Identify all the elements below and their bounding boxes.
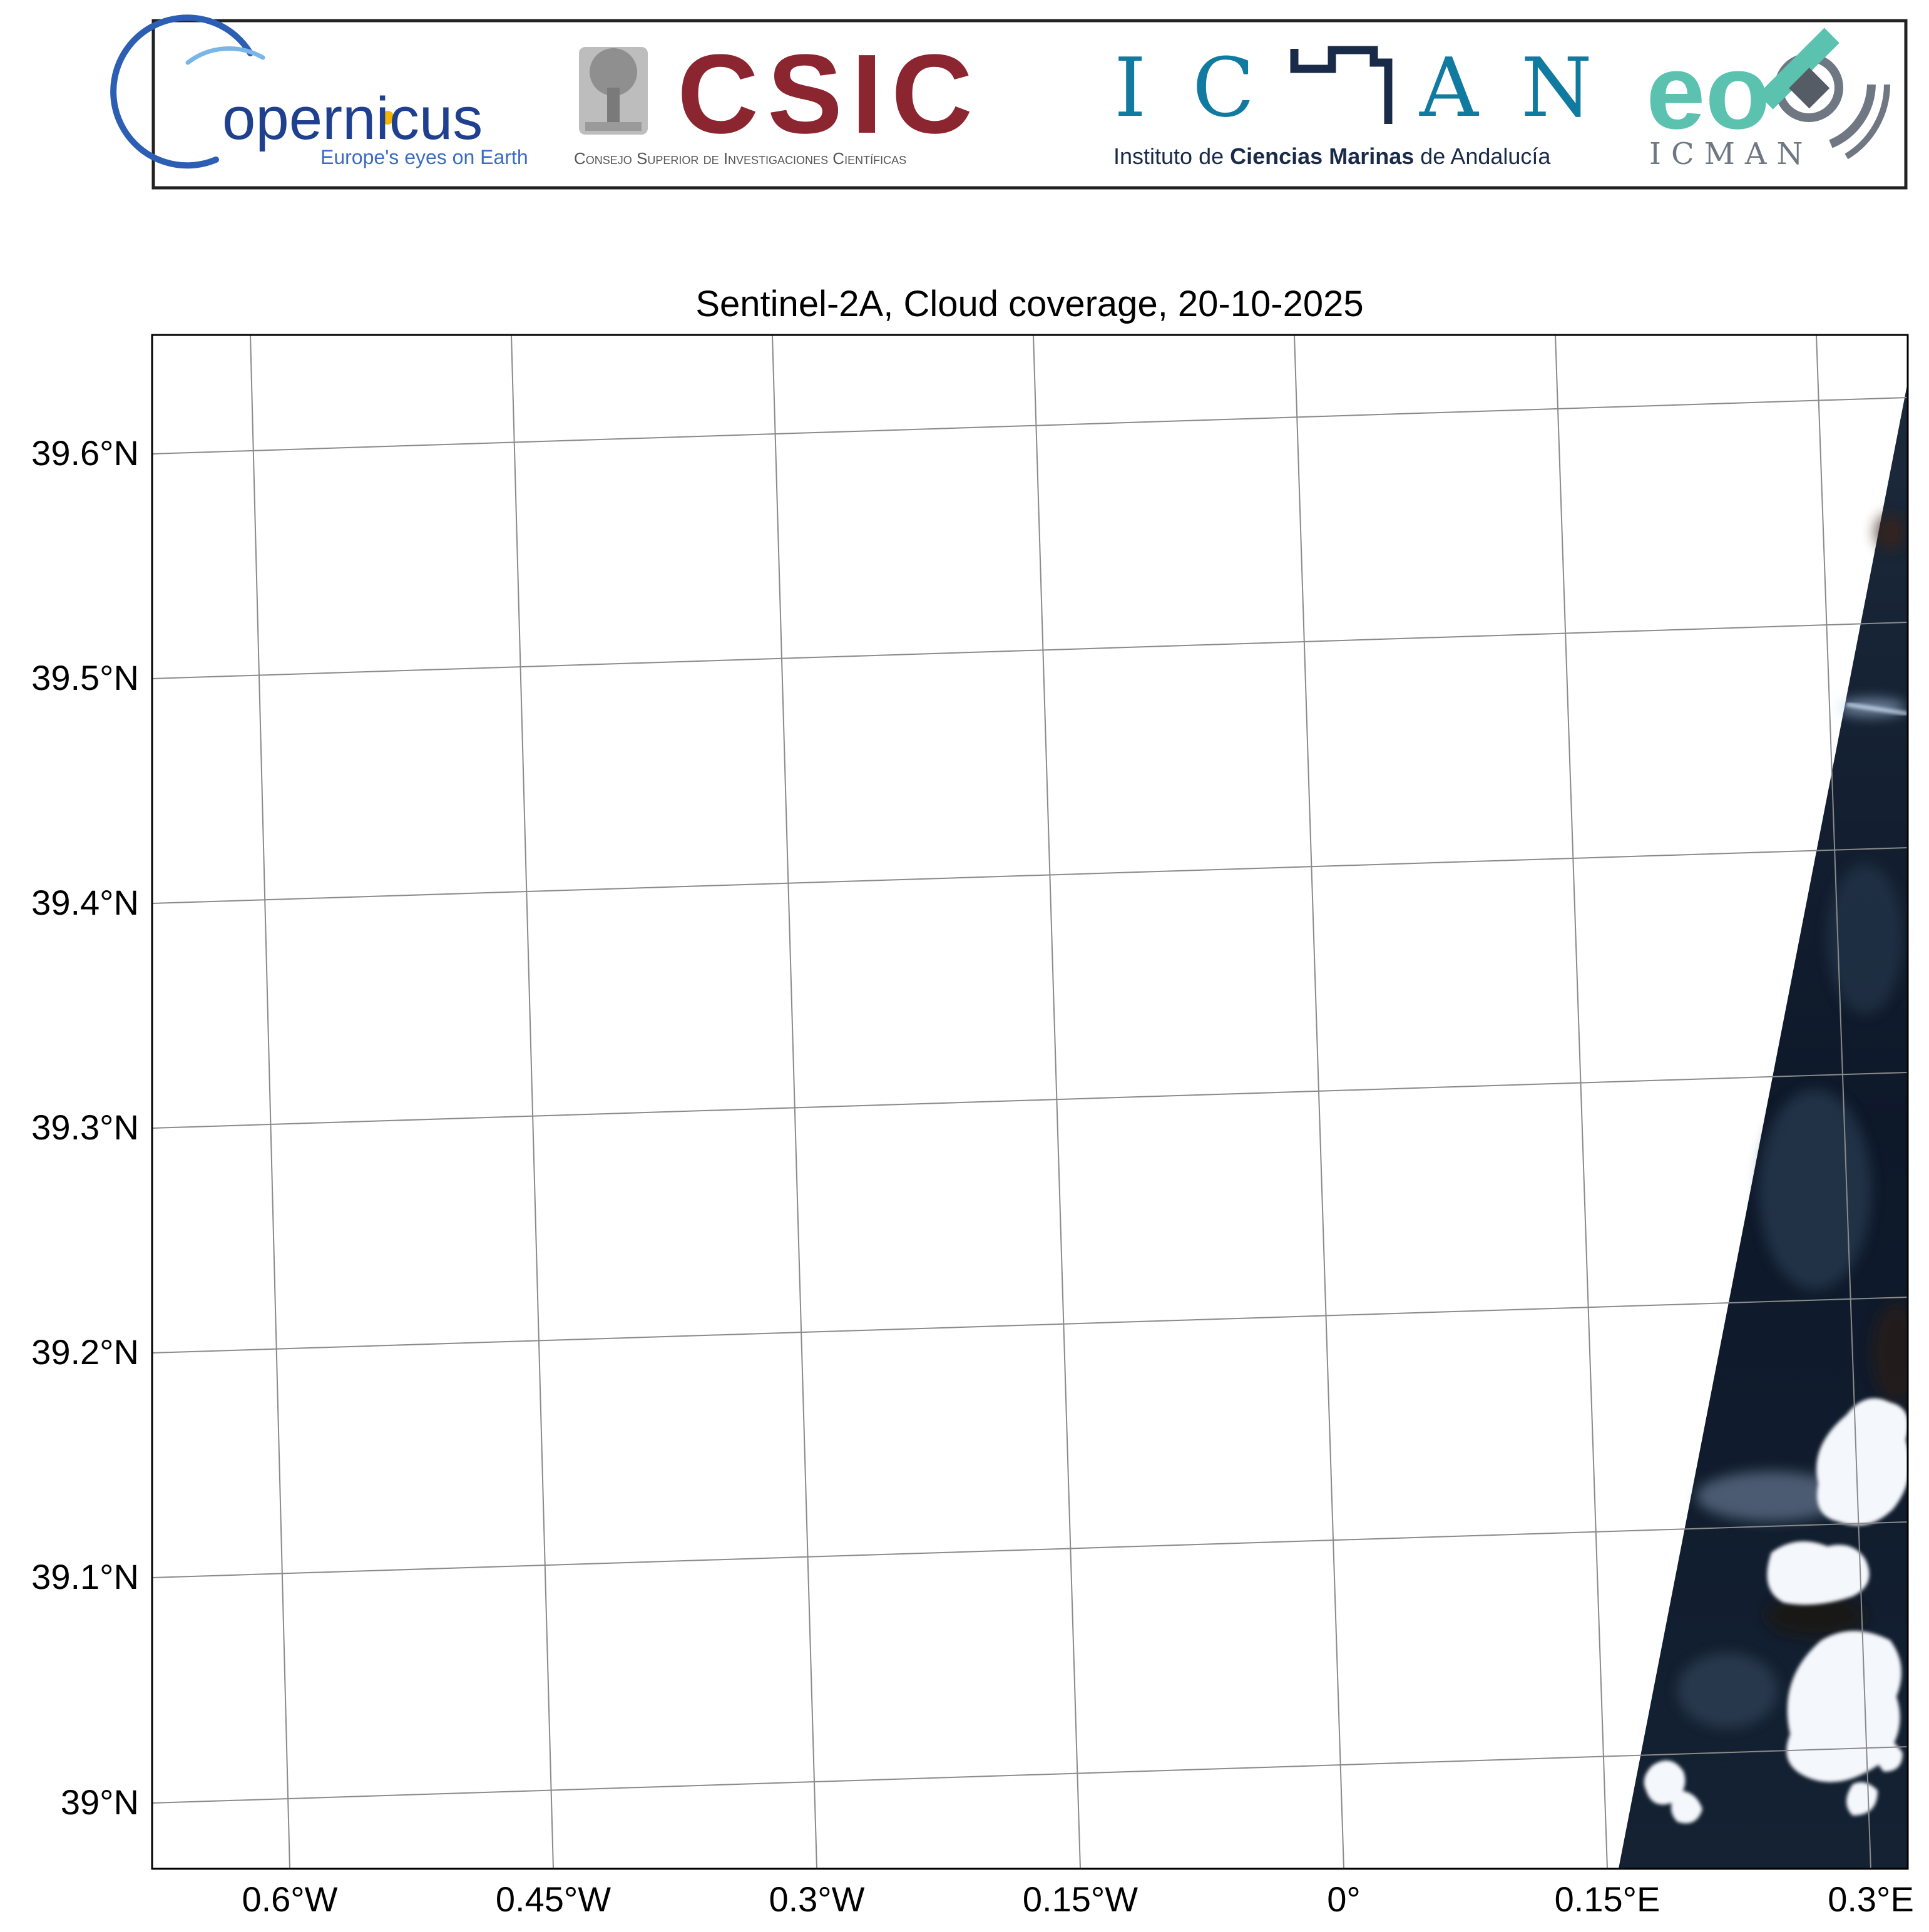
lat-tick-label: 39°N [61, 1782, 139, 1822]
graticule [152, 335, 1908, 1869]
lon-tick-label: 0.15°W [1023, 1879, 1138, 1919]
lat-tick-label: 39.2°N [31, 1332, 139, 1372]
lon-tick-label: 0° [1327, 1879, 1361, 1919]
icman-letter-c: C [1192, 40, 1254, 135]
lat-tick-label: 39.3°N [31, 1107, 139, 1147]
icman-subtitle-pre: Instituto de [1113, 143, 1230, 169]
copernicus-wordmark: opernicus [222, 85, 483, 152]
lat-tick-labels: 39.6°N 39.5°N 39.4°N 39.3°N 39.2°N 39.1°… [31, 433, 139, 1822]
csic-subtitle: Consejo Superior de Investigaciones Cien… [574, 149, 906, 168]
lon-tick-labels: 0.6°W 0.45°W 0.3°W 0.15°W 0° 0.15°E 0.3°… [242, 1879, 1913, 1919]
icman-subtitle: Instituto de Ciencias Marinas de Andaluc… [1113, 143, 1551, 169]
map-frame-content [152, 335, 1908, 1869]
lat-tick-label: 39.6°N [31, 433, 139, 473]
map-title: Sentinel-2A, Cloud coverage, 20-10-2025 [695, 284, 1363, 324]
csic-logo: CSIC Consejo Superior de Investigaciones… [574, 31, 981, 168]
icman-letter-i: I [1114, 40, 1146, 135]
csic-wordmark: CSIC [677, 31, 981, 157]
longitude-lines [250, 335, 1871, 1869]
icman-subtitle-bold: Ciencias Marinas [1230, 143, 1414, 169]
eo-wordmark: eo [1646, 33, 1770, 152]
eo-icman-logo: eo ICMAN [1646, 28, 1890, 172]
icman-subtitle-post: de Andalucía [1414, 143, 1551, 169]
lat-tick-label: 39.4°N [31, 883, 139, 922]
icman-logo: I C A N Instituto de Ciencias Marinas de… [1113, 40, 1592, 169]
icman-m-mark [1290, 46, 1393, 124]
lat-tick-label: 39.5°N [31, 658, 139, 697]
lon-tick-label: 0.3°E [1828, 1879, 1914, 1919]
icman-letter-a: A [1419, 40, 1480, 135]
lon-tick-label: 0.6°W [242, 1879, 337, 1919]
copernicus-logo: opernicus Europe's eyes on Earth [110, 14, 528, 169]
map-frame [151, 334, 1909, 1870]
cloud-cover [1644, 1398, 1908, 1824]
satellite-imagery [1618, 382, 1908, 1869]
icman-letter-n: N [1521, 40, 1592, 135]
logo-banner: opernicus Europe's eyes on Earth CSIC Co… [110, 14, 1908, 190]
satellite-icon [1758, 28, 1890, 160]
copernicus-tagline: Europe's eyes on Earth [320, 146, 528, 168]
lon-tick-label: 0.15°E [1555, 1879, 1660, 1919]
latitude-lines [152, 397, 1908, 1804]
csic-emblem [579, 47, 648, 135]
lon-tick-label: 0.45°W [496, 1879, 611, 1919]
lat-tick-label: 39.1°N [31, 1557, 139, 1596]
eo-subtitle: ICMAN [1649, 136, 1813, 172]
lon-tick-label: 0.3°W [769, 1879, 864, 1919]
